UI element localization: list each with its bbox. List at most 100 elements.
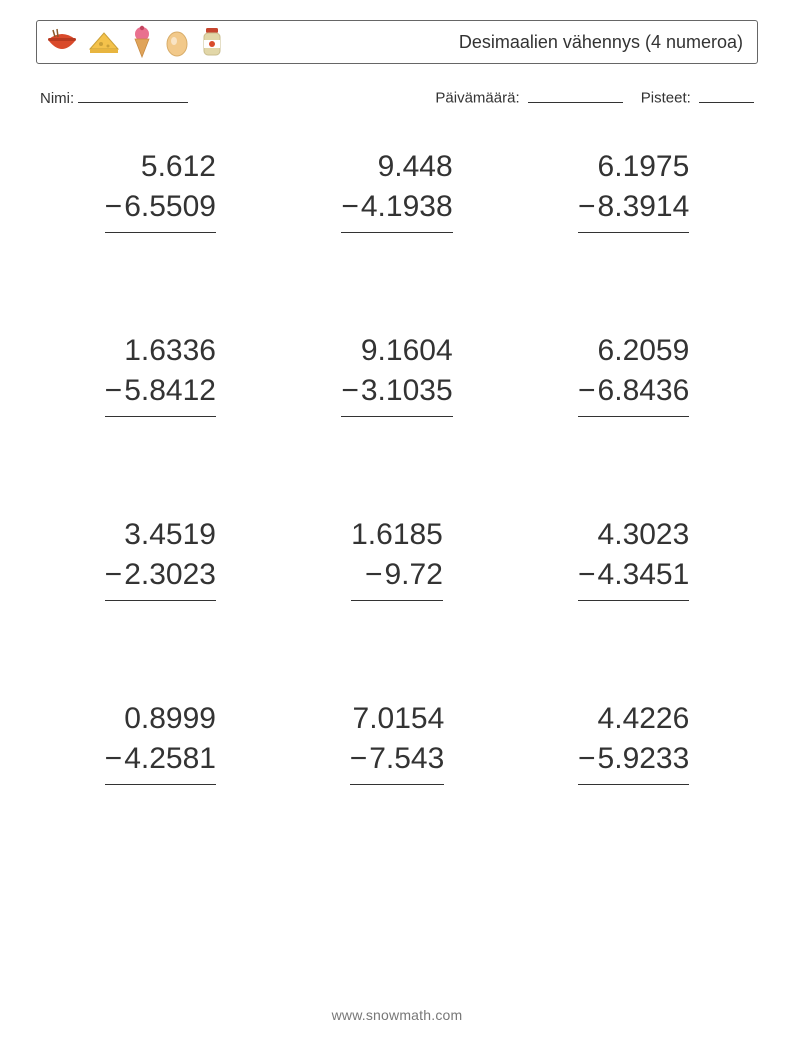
problem: 4.4226−5.9233 — [545, 699, 722, 813]
minuend: 7.0154 — [350, 699, 445, 740]
problem: 0.8999−4.2581 — [72, 699, 249, 813]
minuend: 9.1604 — [341, 331, 452, 372]
problems-grid: 5.612−6.55099.448−4.19386.1975−8.39141.6… — [36, 137, 758, 813]
operator: − — [365, 558, 383, 591]
date-label: Päivämäärä: — [435, 90, 519, 107]
date-blank[interactable] — [528, 86, 623, 103]
meta-date: Päivämäärä: — [435, 86, 622, 107]
subtrahend-row: −9.72 — [351, 555, 443, 596]
problem-stack: 3.4519−2.3023 — [105, 515, 216, 629]
operator: − — [105, 374, 123, 407]
operator: − — [578, 742, 596, 775]
minuend: 4.3023 — [578, 515, 689, 556]
answer-rule — [578, 600, 689, 629]
subtrahend-row: −5.8412 — [105, 371, 216, 412]
operator: − — [578, 374, 596, 407]
score-blank[interactable] — [699, 86, 754, 103]
meta-name: Nimi: — [40, 86, 188, 107]
operator: − — [341, 190, 359, 223]
bowl-icon — [45, 27, 79, 57]
problem: 1.6185−9.72 — [309, 515, 486, 629]
problem-stack: 4.3023−4.3451 — [578, 515, 689, 629]
name-blank[interactable] — [78, 86, 188, 103]
minuend: 5.612 — [105, 147, 216, 188]
problem-stack: 6.1975−8.3914 — [578, 147, 689, 261]
subtrahend: 4.3451 — [598, 558, 690, 591]
subtrahend: 5.8412 — [124, 374, 216, 407]
answer-rule — [350, 784, 445, 813]
answer-rule — [105, 416, 216, 445]
cheese-icon — [87, 27, 121, 57]
subtrahend: 4.2581 — [124, 742, 216, 775]
header-icons — [45, 25, 225, 59]
problem: 5.612−6.5509 — [72, 147, 249, 261]
operator: − — [105, 558, 123, 591]
subtrahend: 2.3023 — [124, 558, 216, 591]
answer-rule — [105, 600, 216, 629]
icecream-icon — [129, 25, 155, 59]
problem: 6.1975−8.3914 — [545, 147, 722, 261]
subtrahend-row: −7.543 — [350, 739, 445, 780]
answer-rule — [578, 416, 689, 445]
minuend: 9.448 — [341, 147, 452, 188]
problem-stack: 4.4226−5.9233 — [578, 699, 689, 813]
problem-stack: 1.6336−5.8412 — [105, 331, 216, 445]
subtrahend: 4.1938 — [361, 190, 453, 223]
jar-icon — [199, 26, 225, 58]
answer-rule — [341, 416, 452, 445]
minuend: 1.6336 — [105, 331, 216, 372]
minuend: 0.8999 — [105, 699, 216, 740]
subtrahend-row: −4.1938 — [341, 187, 452, 228]
meta-row: Nimi: Päivämäärä: Pisteet: — [36, 86, 758, 107]
subtrahend-row: −2.3023 — [105, 555, 216, 596]
problem: 3.4519−2.3023 — [72, 515, 249, 629]
minuend: 6.1975 — [578, 147, 689, 188]
answer-rule — [105, 784, 216, 813]
answer-rule — [105, 232, 216, 261]
subtrahend-row: −4.2581 — [105, 739, 216, 780]
minuend: 3.4519 — [105, 515, 216, 556]
minuend: 6.2059 — [578, 331, 689, 372]
subtrahend: 3.1035 — [361, 374, 453, 407]
problem-stack: 7.0154−7.543 — [350, 699, 445, 813]
answer-rule — [578, 784, 689, 813]
subtrahend-row: −6.5509 — [105, 187, 216, 228]
problem-stack: 0.8999−4.2581 — [105, 699, 216, 813]
footer-url: www.snowmath.com — [0, 1007, 794, 1023]
subtrahend-row: −6.8436 — [578, 371, 689, 412]
subtrahend: 6.5509 — [124, 190, 216, 223]
name-label: Nimi: — [40, 90, 74, 107]
minuend: 1.6185 — [351, 515, 443, 556]
header-box: Desimaalien vähennys (4 numeroa) — [36, 20, 758, 64]
operator: − — [341, 374, 359, 407]
subtrahend: 8.3914 — [598, 190, 690, 223]
operator: − — [105, 742, 123, 775]
problem: 9.1604−3.1035 — [309, 331, 486, 445]
answer-rule — [341, 232, 452, 261]
problem: 6.2059−6.8436 — [545, 331, 722, 445]
subtrahend-row: −3.1035 — [341, 371, 452, 412]
worksheet-page: Desimaalien vähennys (4 numeroa) Nimi: P… — [0, 0, 794, 1053]
subtrahend: 5.9233 — [598, 742, 690, 775]
operator: − — [578, 558, 596, 591]
answer-rule — [351, 600, 443, 629]
problem: 4.3023−4.3451 — [545, 515, 722, 629]
egg-icon — [163, 27, 191, 57]
subtrahend: 6.8436 — [598, 374, 690, 407]
subtrahend: 9.72 — [384, 558, 442, 591]
problem-stack: 9.1604−3.1035 — [341, 331, 452, 445]
operator: − — [350, 742, 368, 775]
answer-rule — [578, 232, 689, 261]
problem-stack: 6.2059−6.8436 — [578, 331, 689, 445]
operator: − — [105, 190, 123, 223]
meta-score: Pisteet: — [641, 86, 754, 107]
minuend: 4.4226 — [578, 699, 689, 740]
subtrahend-row: −5.9233 — [578, 739, 689, 780]
problem-stack: 9.448−4.1938 — [341, 147, 452, 261]
subtrahend-row: −8.3914 — [578, 187, 689, 228]
problem-stack: 5.612−6.5509 — [105, 147, 216, 261]
subtrahend: 7.543 — [369, 742, 444, 775]
problem: 9.448−4.1938 — [309, 147, 486, 261]
worksheet-title: Desimaalien vähennys (4 numeroa) — [459, 32, 743, 53]
problem-stack: 1.6185−9.72 — [351, 515, 443, 629]
